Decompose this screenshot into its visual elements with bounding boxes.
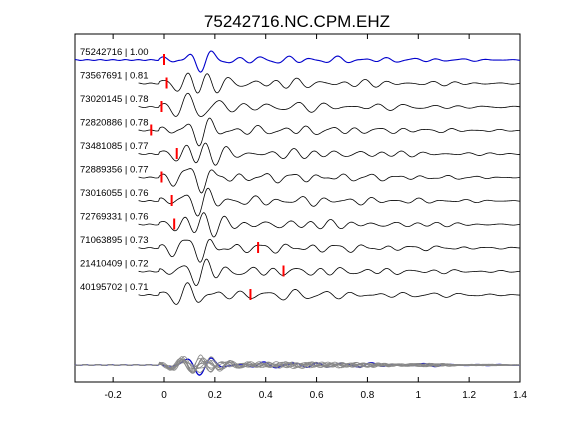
trace-group <box>74 50 521 305</box>
trace-line <box>138 187 521 217</box>
plot-area <box>74 33 521 383</box>
chart-title: 75242716.NC.CPM.EHZ <box>204 12 390 31</box>
x-tick-label: -0.2 <box>105 390 123 401</box>
trace-label: 73567691 | 0.81 <box>80 71 149 82</box>
trace-label: 75242716 | 1.00 <box>80 47 149 58</box>
x-tick-label: 1.4 <box>513 390 527 401</box>
trace-line <box>138 72 521 94</box>
trace-labels: 75242716 | 1.00 73567691 | 0.81 73020145 |… <box>80 47 149 293</box>
trace-label: 73020145 | 0.78 <box>80 94 149 105</box>
trace-label: 72889356 | 0.77 <box>80 165 149 176</box>
x-tick-label: 0 <box>161 390 167 401</box>
trace-line <box>138 117 521 147</box>
trace-line <box>138 92 521 117</box>
trace-label: 40195702 | 0.71 <box>80 282 149 293</box>
x-tick-label: 0.2 <box>208 390 222 401</box>
stack-overlay-panel <box>74 354 521 376</box>
x-tick-label: 1.2 <box>462 390 476 401</box>
trace-label: 21410409 | 0.72 <box>80 259 149 270</box>
x-tick-label: 0.8 <box>360 390 374 401</box>
trace-label: 73481085 | 0.77 <box>80 141 149 152</box>
trace-line <box>138 238 521 263</box>
x-axis: -0.2 0 0.2 0.4 0.6 0.8 1 1.2 1.4 <box>105 34 527 401</box>
trace-label: 71063895 | 0.73 <box>80 235 149 246</box>
trace-line <box>138 258 521 287</box>
trace-label: 73016055 | 0.76 <box>80 188 149 199</box>
trace-label: 72820886 | 0.78 <box>80 118 149 129</box>
trace-line <box>138 212 521 238</box>
x-tick-label: 0.4 <box>259 390 273 401</box>
x-tick-label: 1 <box>416 390 422 401</box>
trace-line <box>74 50 521 73</box>
trace-line <box>138 168 521 194</box>
trace-label: 72769331 | 0.76 <box>80 212 149 223</box>
stack-trace-line <box>74 354 521 373</box>
x-tick-label: 0.6 <box>310 390 324 401</box>
trace-line <box>138 282 521 305</box>
pick-markers <box>150 54 285 300</box>
trace-line <box>138 142 521 166</box>
